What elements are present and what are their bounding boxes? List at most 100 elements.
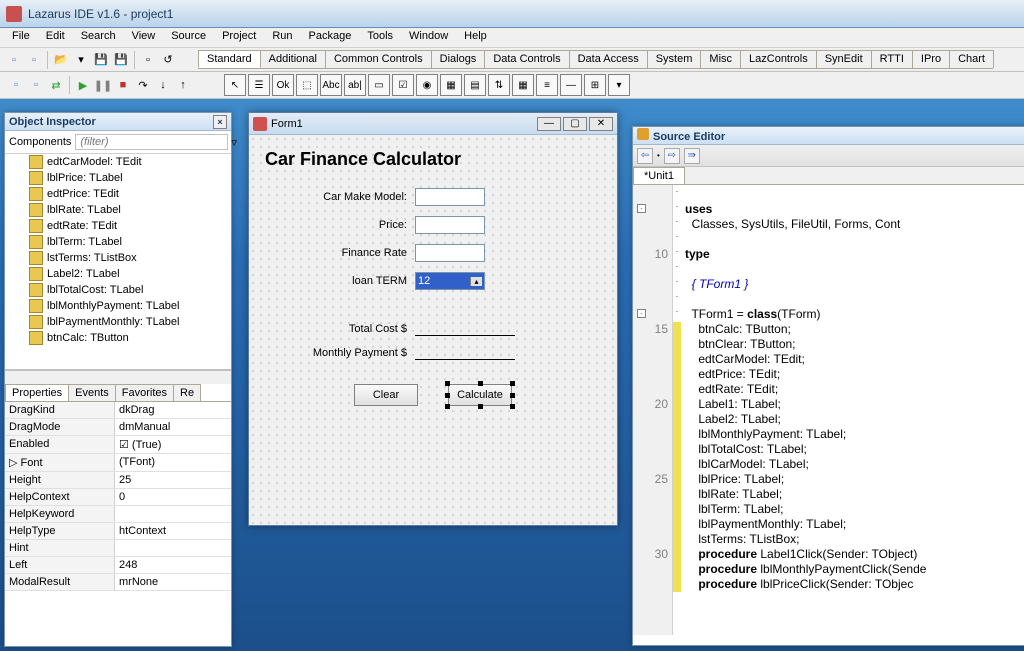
view-units-icon[interactable]: ▫ [8, 77, 24, 93]
tab-properties[interactable]: Properties [5, 384, 69, 401]
palette-item-5[interactable]: ab| [344, 74, 366, 96]
tab-system[interactable]: System [647, 50, 702, 68]
src-nav-back-icon[interactable]: ⇦ [637, 148, 653, 164]
prop-value[interactable]: mrNone [115, 574, 231, 590]
prop-value[interactable]: 25 [115, 472, 231, 488]
palette-item-7[interactable]: ☑ [392, 74, 414, 96]
prop-row[interactable]: HelpKeyword [5, 506, 231, 523]
prop-value[interactable]: dkDrag [115, 402, 231, 418]
form-close-icon[interactable]: ✕ [589, 117, 613, 131]
menu-source[interactable]: Source [163, 28, 214, 47]
tab-standard[interactable]: Standard [198, 50, 261, 68]
tab-events[interactable]: Events [68, 384, 116, 401]
src-nav-last-icon[interactable]: ⇛ [684, 148, 700, 164]
prop-value[interactable] [115, 540, 231, 556]
form-canvas[interactable]: Car Finance Calculator Car Make Model: P… [249, 135, 617, 525]
lbl-price[interactable]: Price: [265, 219, 415, 231]
palette-item-12[interactable]: ▦ [512, 74, 534, 96]
palette-item-8[interactable]: ◉ [416, 74, 438, 96]
tab-dialogs[interactable]: Dialogs [431, 50, 486, 68]
tree-item[interactable]: lblMonthlyPayment: TLabel [5, 298, 231, 314]
tab-ipro[interactable]: IPro [912, 50, 950, 68]
save-all-icon[interactable]: 💾 [113, 52, 129, 68]
src-nav-fwd-icon[interactable]: ⇨ [664, 148, 680, 164]
palette-item-13[interactable]: ≡ [536, 74, 558, 96]
palette-item-11[interactable]: ⇅ [488, 74, 510, 96]
lbl-term[interactable]: loan TERM [265, 275, 415, 287]
menu-tools[interactable]: Tools [359, 28, 401, 47]
src-tab-unit1[interactable]: *Unit1 [633, 167, 685, 184]
spinner-icon[interactable]: ▴ [470, 277, 482, 286]
prop-row[interactable]: HelpTypehtContext [5, 523, 231, 540]
tab-dataaccess[interactable]: Data Access [569, 50, 648, 68]
palette-item-16[interactable]: ▾ [608, 74, 630, 96]
prop-row[interactable]: ModalResultmrNone [5, 574, 231, 591]
save-icon[interactable]: 💾 [93, 52, 109, 68]
tab-synedit[interactable]: SynEdit [816, 50, 872, 68]
tree-item[interactable]: lblPrice: TLabel [5, 170, 231, 186]
menu-edit[interactable]: Edit [38, 28, 73, 47]
oi-close-icon[interactable]: × [213, 115, 227, 129]
tree-item[interactable]: lblPaymentMonthly: TLabel [5, 314, 231, 330]
tree-item[interactable]: edtPrice: TEdit [5, 186, 231, 202]
form-heading[interactable]: Car Finance Calculator [265, 149, 601, 170]
prop-row[interactable]: Height25 [5, 472, 231, 489]
lbl-monthly[interactable]: Monthly Payment $ [265, 347, 415, 359]
palette-item-1[interactable]: ☰ [248, 74, 270, 96]
stop-icon[interactable]: ■ [115, 77, 131, 93]
prop-value[interactable]: (True) [115, 436, 231, 453]
tree-item[interactable]: lblTerm: TLabel [5, 234, 231, 250]
prop-row[interactable]: DragKinddkDrag [5, 402, 231, 419]
step-over-icon[interactable]: ↷ [135, 77, 151, 93]
tab-favorites[interactable]: Favorites [115, 384, 174, 401]
prop-row[interactable]: ▷ Font(TFont) [5, 454, 231, 472]
lbl-monthly-value[interactable] [415, 346, 515, 360]
form-maximize-icon[interactable]: ▢ [563, 117, 587, 131]
oi-filter-clear-icon[interactable]: ▿ [230, 134, 238, 150]
palette-item-9[interactable]: ▦ [440, 74, 462, 96]
tree-item[interactable]: btnCalc: TButton [5, 330, 231, 346]
lbl-car-model[interactable]: Car Make Model: [265, 191, 415, 203]
menu-project[interactable]: Project [214, 28, 264, 47]
btn-clear[interactable]: Clear [354, 384, 418, 406]
toggle-icon[interactable]: ↺ [160, 52, 176, 68]
step-into-icon[interactable]: ↓ [155, 77, 171, 93]
toggle-form-icon[interactable]: ⇄ [48, 77, 64, 93]
tree-item[interactable]: edtCarModel: TEdit [5, 154, 231, 170]
oi-property-grid[interactable]: DragKinddkDrag DragModedmManual Enabled(… [5, 402, 231, 632]
pause-icon[interactable]: ❚❚ [95, 77, 111, 93]
run-icon[interactable]: ▶ [75, 77, 91, 93]
tab-rtti[interactable]: RTTI [871, 50, 913, 68]
menu-search[interactable]: Search [73, 28, 124, 47]
menu-help[interactable]: Help [456, 28, 495, 47]
tab-misc[interactable]: Misc [700, 50, 741, 68]
prop-row[interactable]: Hint [5, 540, 231, 557]
tree-item[interactable]: lblTotalCost: TLabel [5, 282, 231, 298]
oi-component-tree[interactable]: edtCarModel: TEditlblPrice: TLabeledtPri… [5, 154, 231, 370]
tree-item[interactable]: lstTerms: TListBox [5, 250, 231, 266]
palette-item-4[interactable]: Abc [320, 74, 342, 96]
tab-additional[interactable]: Additional [260, 50, 326, 68]
menu-package[interactable]: Package [301, 28, 360, 47]
prop-value[interactable]: (TFont) [115, 454, 231, 471]
prop-row[interactable]: DragModedmManual [5, 419, 231, 436]
tree-item[interactable]: lblRate: TLabel [5, 202, 231, 218]
prop-value[interactable]: 0 [115, 489, 231, 505]
prop-value[interactable]: dmManual [115, 419, 231, 435]
new-project-icon[interactable]: ▫ [140, 52, 156, 68]
new-unit-icon[interactable]: ▫ [6, 52, 22, 68]
form-minimize-icon[interactable]: — [537, 117, 561, 131]
view-forms-icon[interactable]: ▫ [28, 77, 44, 93]
prop-row[interactable]: HelpContext0 [5, 489, 231, 506]
menu-window[interactable]: Window [401, 28, 456, 47]
palette-item-10[interactable]: ▤ [464, 74, 486, 96]
open-icon[interactable]: 📂 [53, 52, 69, 68]
tree-item[interactable]: edtRate: TEdit [5, 218, 231, 234]
menu-file[interactable]: File [4, 28, 38, 47]
prop-value[interactable]: htContext [115, 523, 231, 539]
oi-tree-hscroll[interactable] [5, 370, 231, 384]
new-form-icon[interactable]: ▫ [26, 52, 42, 68]
edt-rate[interactable] [415, 244, 485, 262]
palette-item-14[interactable]: — [560, 74, 582, 96]
oi-filter-input[interactable] [75, 134, 228, 150]
